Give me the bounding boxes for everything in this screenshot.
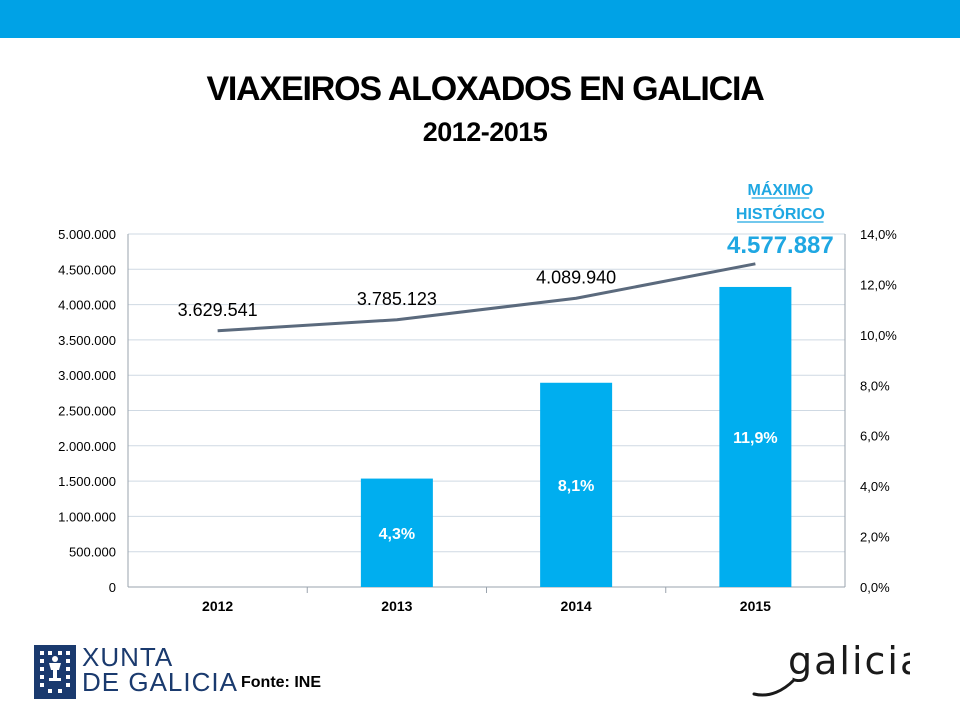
- y-right-tick-label: 10,0%: [860, 328, 897, 343]
- y-left-tick-label: 5.000.000: [58, 227, 116, 242]
- y-left-tick-label: 4.000.000: [58, 298, 116, 313]
- y-left-tick-label: 1.000.000: [58, 509, 116, 524]
- y-right-tick-label: 2,0%: [860, 530, 890, 545]
- y-left-tick-label: 3.500.000: [58, 333, 116, 348]
- bar-2015: [719, 286, 792, 587]
- line-data-label: 4.089.940: [536, 267, 616, 287]
- y-left-tick-label: 4.500.000: [58, 262, 116, 277]
- header-banner: [0, 0, 960, 38]
- xunta-logo-line-2: DE GALICIA: [82, 667, 238, 697]
- x-category-label: 2014: [561, 598, 592, 614]
- record-annotation-line: MÁXIMO: [747, 180, 813, 199]
- line-series: [217, 262, 756, 333]
- chart-title: VIAXEIROS ALOXADOS EN GALICIA: [206, 70, 764, 108]
- record-annotation-line: HISTÓRICO: [736, 204, 825, 223]
- xunta-logo-text: XUNTA DE GALICIA: [82, 642, 238, 697]
- galicia-coat-of-arms-icon: [34, 645, 76, 699]
- galicia-brand-logo: galicia: [752, 640, 910, 697]
- y-left-tick-label: 1.500.000: [58, 474, 116, 489]
- y-right-tick-label: 14,0%: [860, 227, 897, 242]
- x-category-label: 2013: [381, 598, 412, 614]
- source-note: Fonte: INE: [241, 674, 321, 691]
- bar-data-label: 8,1%: [558, 478, 594, 495]
- xunta-logo-line-1: XUNTA: [82, 642, 174, 672]
- xunta-logo: [34, 645, 76, 704]
- x-category-label: 2012: [202, 598, 233, 614]
- chart-subtitle: 2012-2015: [422, 117, 548, 147]
- line-data-label: 3.785.123: [357, 289, 437, 309]
- y-right-tick-label: 0,0%: [860, 580, 890, 595]
- line-data-label: 4.577.887: [727, 232, 834, 259]
- x-category-label: 2015: [740, 598, 771, 614]
- line-data-label: 3.629.541: [178, 300, 258, 320]
- bar-data-label: 4,3%: [379, 526, 415, 543]
- y-left-tick-label: 2.000.000: [58, 439, 116, 454]
- y-left-tick-label: 3.000.000: [58, 368, 116, 383]
- y-left-tick-label: 0: [109, 580, 116, 595]
- y-right-tick-label: 8,0%: [860, 378, 890, 393]
- galicia-logo-text: galicia: [788, 640, 910, 683]
- bar-2014: [540, 382, 613, 587]
- y-left-tick-label: 500.000: [69, 545, 116, 560]
- bar-2013: [360, 478, 433, 587]
- y-left-tick-label: 2.500.000: [58, 404, 116, 419]
- y-right-tick-label: 6,0%: [860, 429, 890, 444]
- bar-data-label: 11,9%: [733, 430, 777, 447]
- y-right-tick-label: 12,0%: [860, 277, 897, 292]
- y-right-tick-label: 4,0%: [860, 479, 890, 494]
